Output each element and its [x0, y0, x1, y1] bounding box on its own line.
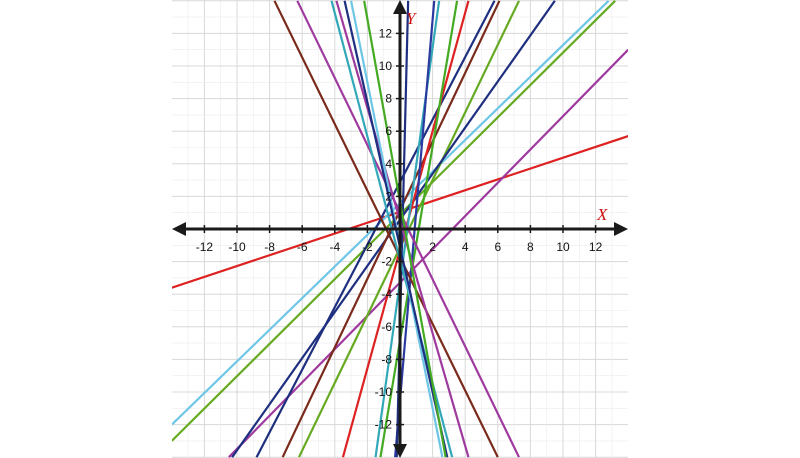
- y-tick-label: -12: [375, 418, 393, 432]
- y-tick-label: -6: [381, 320, 392, 334]
- x-tick-label: 2: [429, 240, 436, 254]
- y-tick-label: -10: [375, 385, 393, 399]
- tick-labels: -12 -10 -8 -6 -4 -2 2 4 6 8 10 12 12 10 8 6 4 2 -2 -4 -6 -8 -1…: [196, 26, 603, 431]
- y-tick-label: 8: [385, 92, 392, 106]
- y-tick-label: 10: [379, 59, 393, 73]
- y-tick-label: 4: [385, 157, 392, 171]
- x-tick-label: 6: [494, 240, 501, 254]
- x-tick-label: -4: [329, 240, 340, 254]
- x-tick-label: -2: [362, 240, 373, 254]
- x-tick-label: -6: [297, 240, 308, 254]
- y-tick-label: 12: [379, 26, 393, 40]
- x-tick-label: -8: [264, 240, 275, 254]
- x-tick-label: 10: [556, 240, 570, 254]
- y-axis-arrow-top: [393, 0, 407, 14]
- x-tick-label: -10: [228, 240, 246, 254]
- x-tick-label: 4: [462, 240, 469, 254]
- x-axis-arrow-right: [614, 222, 628, 236]
- x-axis-label: X: [596, 205, 608, 224]
- x-tick-label: 8: [527, 240, 534, 254]
- x-axis-arrow-left: [172, 222, 186, 236]
- series-line-3: [172, 0, 610, 426]
- y-tick-label: 6: [385, 124, 392, 138]
- x-tick-label: 12: [589, 240, 603, 254]
- y-axis-label: Y: [406, 9, 417, 28]
- y-tick-label: -2: [381, 255, 392, 269]
- y-tick-label: -8: [381, 352, 392, 366]
- y-axis-arrow-bottom: [393, 444, 407, 458]
- axes: [172, 0, 628, 458]
- y-tick-label: 2: [385, 189, 392, 203]
- y-tick-label: -4: [381, 287, 392, 301]
- x-tick-label: -12: [196, 240, 214, 254]
- series-line-2: [228, 48, 628, 458]
